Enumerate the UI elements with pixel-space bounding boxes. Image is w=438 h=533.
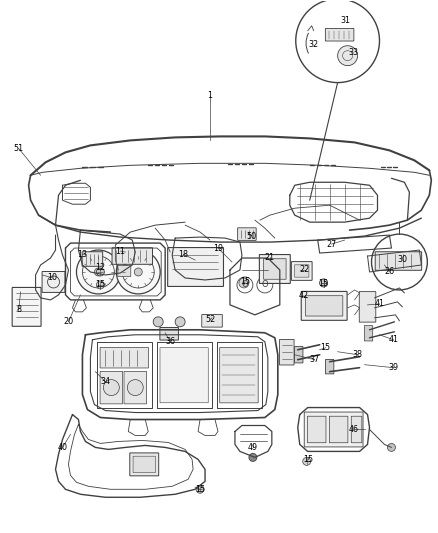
- Circle shape: [134, 268, 142, 276]
- Text: 12: 12: [95, 263, 105, 272]
- Text: 21: 21: [264, 253, 274, 262]
- FancyBboxPatch shape: [350, 416, 361, 443]
- Text: 27: 27: [326, 239, 336, 248]
- Text: 38: 38: [352, 350, 362, 359]
- Text: 51: 51: [14, 144, 24, 153]
- Text: 32: 32: [308, 40, 318, 49]
- Text: 50: 50: [246, 232, 256, 240]
- Text: 20: 20: [63, 317, 74, 326]
- Text: 41: 41: [388, 335, 398, 344]
- FancyBboxPatch shape: [159, 348, 208, 403]
- Circle shape: [96, 281, 104, 289]
- Text: 41: 41: [374, 300, 384, 309]
- Circle shape: [337, 46, 357, 66]
- Text: 18: 18: [178, 249, 188, 259]
- Circle shape: [94, 268, 102, 276]
- Text: 15: 15: [318, 279, 328, 288]
- FancyBboxPatch shape: [167, 247, 223, 286]
- Text: 15: 15: [320, 343, 330, 352]
- Text: 26: 26: [384, 268, 394, 277]
- Text: 13: 13: [77, 249, 87, 259]
- Text: 15: 15: [302, 455, 312, 464]
- FancyBboxPatch shape: [159, 327, 178, 340]
- Text: 15: 15: [239, 278, 249, 286]
- Text: 40: 40: [57, 443, 67, 452]
- Text: 19: 19: [212, 244, 223, 253]
- Text: 10: 10: [47, 273, 57, 282]
- FancyBboxPatch shape: [124, 372, 146, 404]
- Circle shape: [76, 250, 120, 294]
- Text: 8: 8: [16, 305, 21, 314]
- FancyBboxPatch shape: [294, 265, 308, 277]
- FancyBboxPatch shape: [82, 252, 102, 266]
- Text: 46: 46: [348, 425, 358, 434]
- FancyBboxPatch shape: [358, 292, 375, 322]
- Circle shape: [302, 457, 310, 465]
- Text: 49: 49: [247, 443, 258, 452]
- Circle shape: [196, 486, 204, 493]
- FancyBboxPatch shape: [100, 348, 148, 368]
- FancyBboxPatch shape: [237, 228, 256, 240]
- FancyBboxPatch shape: [219, 348, 258, 403]
- FancyBboxPatch shape: [100, 372, 122, 404]
- Circle shape: [96, 268, 104, 276]
- Text: O: O: [241, 280, 247, 289]
- FancyBboxPatch shape: [112, 248, 152, 264]
- FancyBboxPatch shape: [42, 271, 65, 293]
- Text: 37: 37: [309, 355, 319, 364]
- Text: 22: 22: [299, 265, 309, 274]
- FancyBboxPatch shape: [259, 255, 290, 284]
- Circle shape: [238, 278, 248, 288]
- Text: 34: 34: [100, 377, 110, 386]
- FancyBboxPatch shape: [304, 412, 362, 447]
- Text: 52: 52: [205, 316, 215, 325]
- Circle shape: [319, 279, 327, 287]
- Text: 36: 36: [165, 337, 175, 346]
- FancyBboxPatch shape: [305, 296, 342, 316]
- FancyBboxPatch shape: [133, 456, 155, 473]
- FancyBboxPatch shape: [328, 416, 347, 443]
- FancyBboxPatch shape: [325, 359, 333, 374]
- FancyBboxPatch shape: [374, 252, 420, 270]
- Text: O: O: [261, 280, 268, 289]
- FancyBboxPatch shape: [12, 287, 41, 326]
- Text: 30: 30: [396, 255, 406, 263]
- Circle shape: [127, 379, 143, 395]
- Circle shape: [319, 279, 327, 287]
- FancyBboxPatch shape: [117, 265, 131, 277]
- FancyBboxPatch shape: [130, 453, 158, 476]
- Text: 15: 15: [95, 280, 105, 289]
- Text: 11: 11: [115, 247, 125, 255]
- Text: 15: 15: [194, 485, 205, 494]
- Text: 42: 42: [298, 292, 308, 301]
- Text: 1: 1: [207, 91, 212, 100]
- Text: 31: 31: [340, 17, 350, 25]
- FancyBboxPatch shape: [291, 262, 311, 280]
- Circle shape: [387, 443, 395, 451]
- FancyBboxPatch shape: [279, 340, 293, 365]
- Circle shape: [175, 317, 185, 327]
- FancyBboxPatch shape: [300, 292, 346, 320]
- FancyBboxPatch shape: [263, 259, 286, 279]
- FancyBboxPatch shape: [325, 28, 353, 41]
- Circle shape: [116, 250, 160, 294]
- FancyBboxPatch shape: [294, 346, 302, 363]
- FancyBboxPatch shape: [201, 314, 222, 327]
- FancyBboxPatch shape: [307, 416, 325, 443]
- Text: 33: 33: [348, 48, 358, 57]
- FancyBboxPatch shape: [364, 326, 372, 341]
- Circle shape: [248, 454, 256, 462]
- Circle shape: [153, 317, 163, 327]
- Text: 39: 39: [388, 363, 398, 372]
- Circle shape: [103, 379, 119, 395]
